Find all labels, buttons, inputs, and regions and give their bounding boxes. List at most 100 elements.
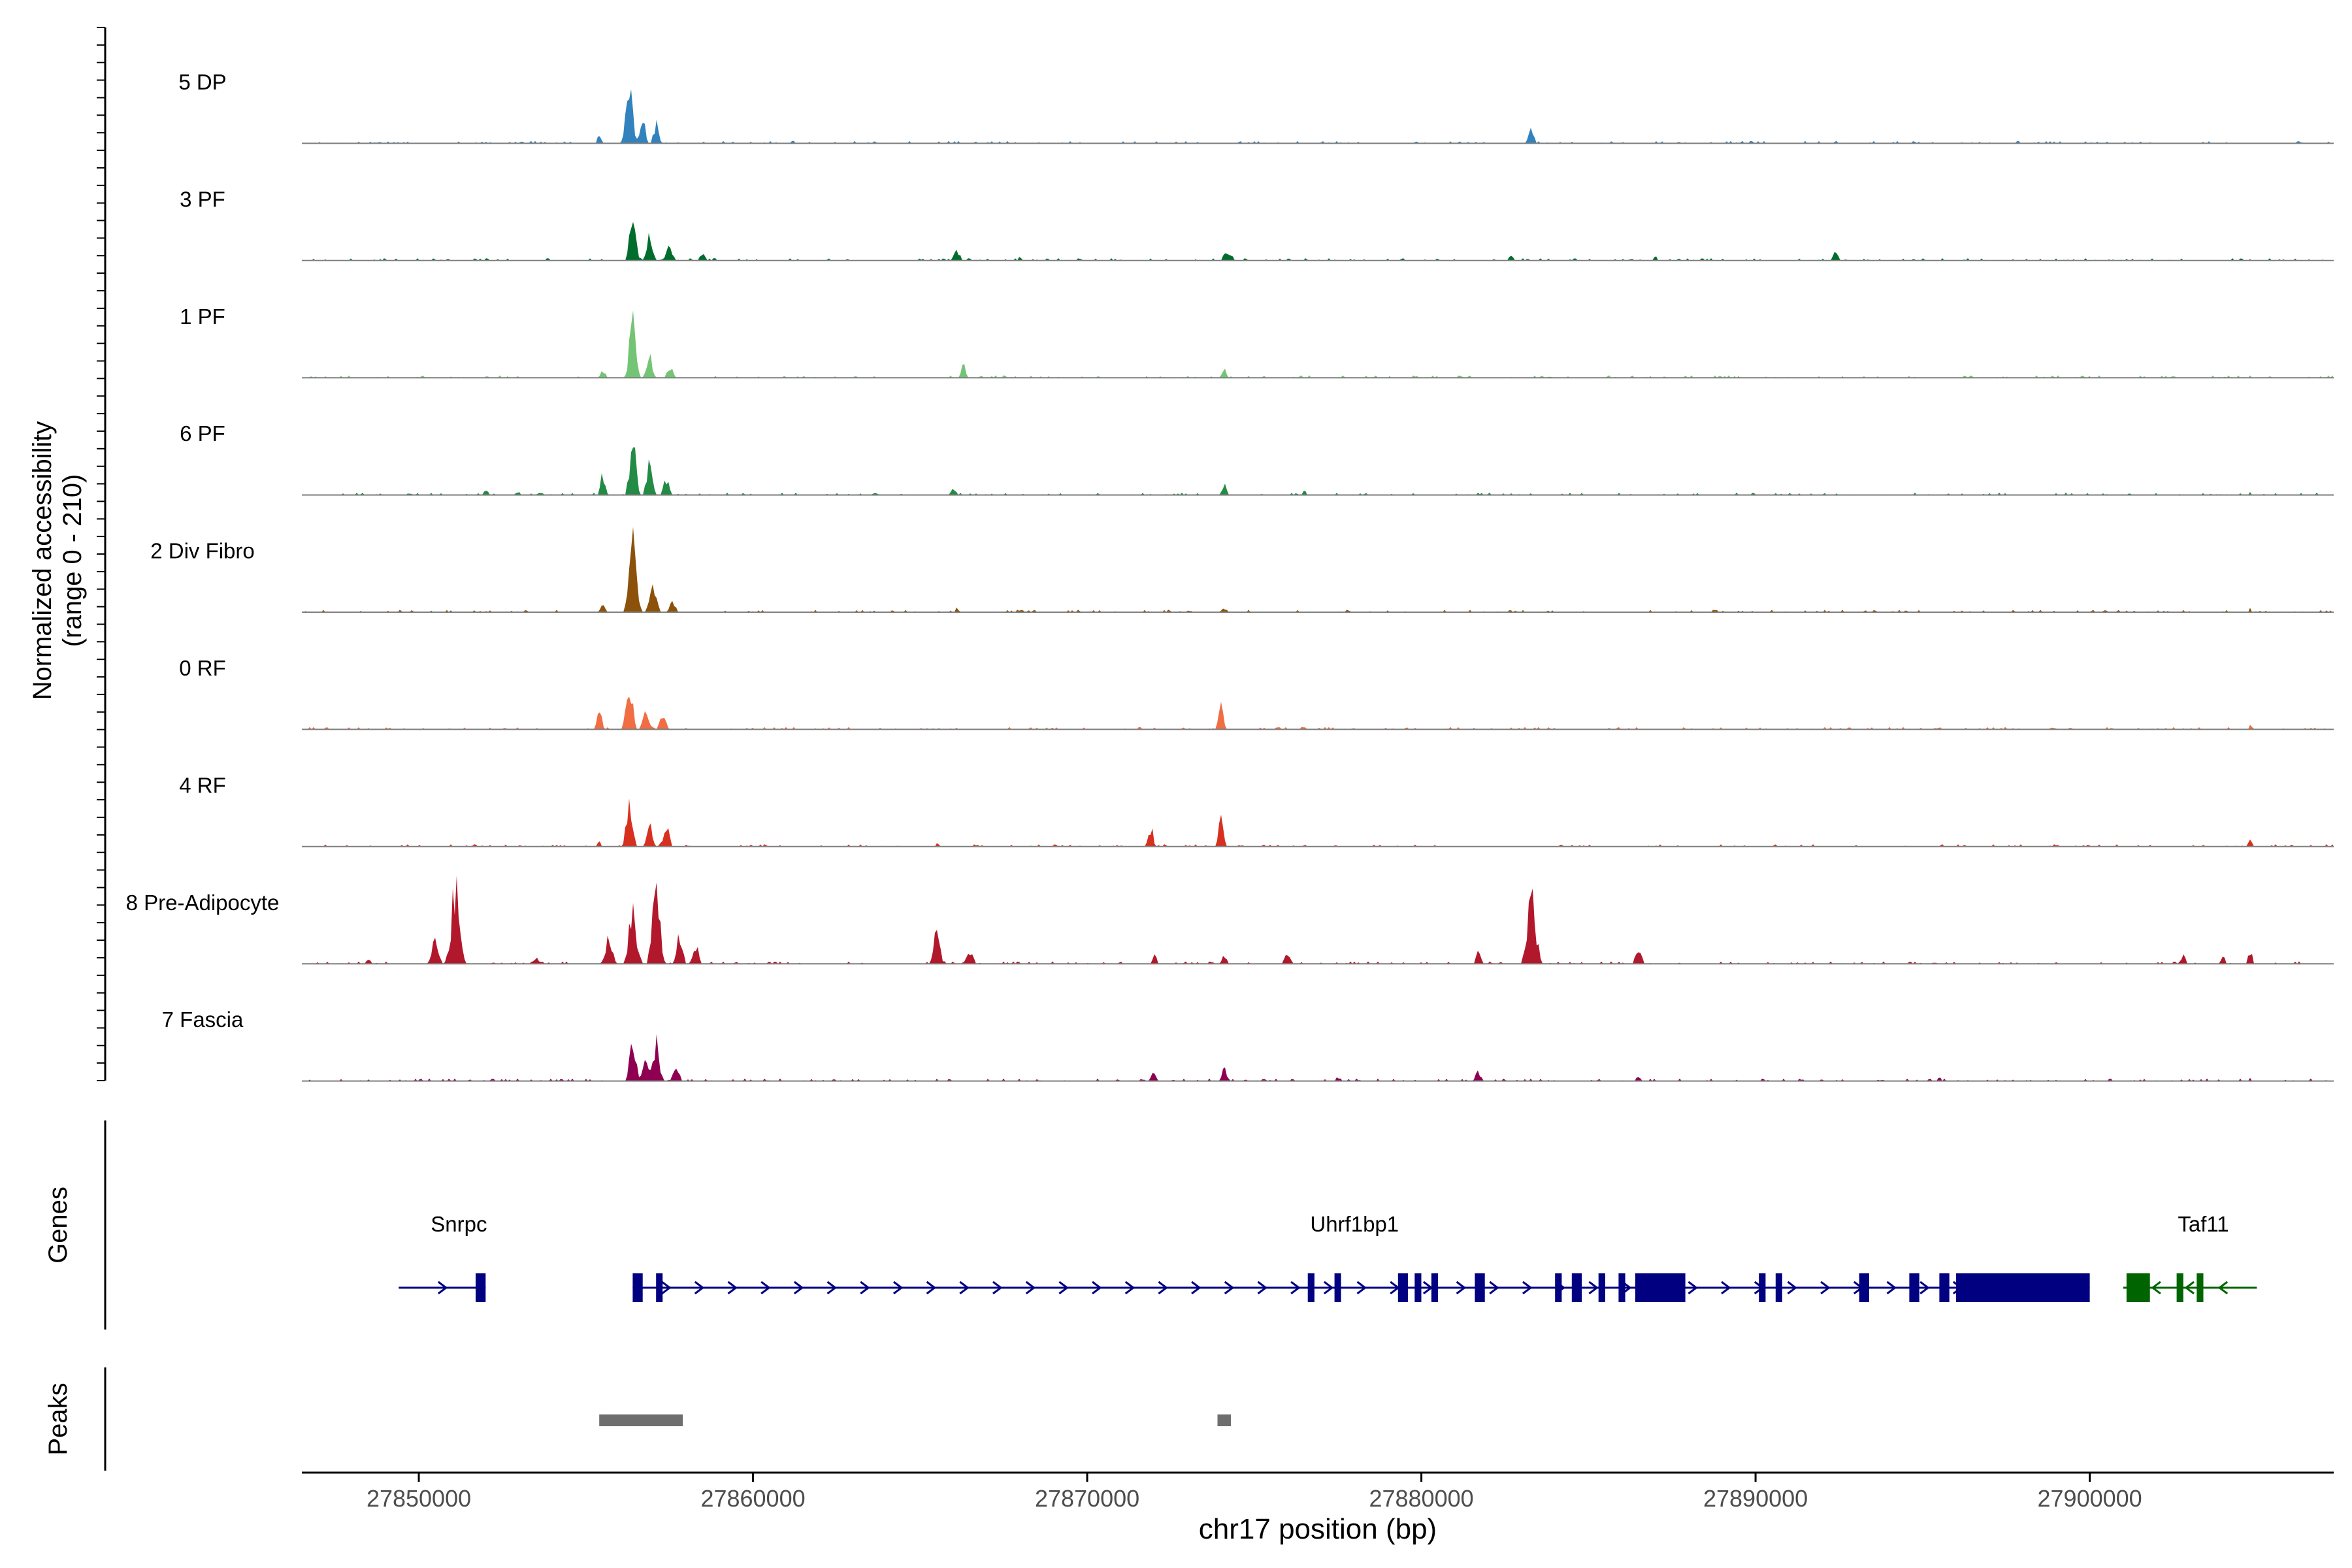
strand-arrow bbox=[860, 1281, 870, 1295]
strand-arrow bbox=[2184, 1281, 2195, 1295]
strand-arrow bbox=[1489, 1281, 1499, 1295]
gene-exon bbox=[476, 1273, 486, 1302]
gene-uhrf1bp1: Uhrf1bp1 bbox=[632, 1212, 2090, 1302]
gene-exon bbox=[1397, 1273, 1409, 1302]
strand-arrow bbox=[1058, 1281, 1069, 1295]
strand-arrow bbox=[1290, 1281, 1301, 1295]
strand-arrow bbox=[793, 1281, 804, 1295]
strand-arrow bbox=[1323, 1281, 1334, 1295]
gene-exon bbox=[1414, 1273, 1422, 1302]
gene-exon bbox=[1775, 1273, 1782, 1302]
x-axis-tick-label: 27850000 bbox=[367, 1485, 471, 1512]
coverage-area bbox=[302, 447, 2334, 495]
track-4-rf: 4 RF bbox=[179, 773, 2334, 847]
strand-arrow bbox=[959, 1281, 970, 1295]
strand-arrow bbox=[1092, 1281, 1102, 1295]
gene-exon bbox=[1759, 1273, 1766, 1302]
coverage-tracks: 5 DP 3 PF 1 PF 6 PF 2 Div Fibro 0 RF 4 RF 8 Pre… bbox=[126, 70, 2334, 1082]
strand-arrow bbox=[661, 1281, 672, 1295]
strand-arrow bbox=[2217, 1281, 2229, 1295]
gene-annotation-track: Snrpc Uhrf1bp1 Taf11 bbox=[399, 1212, 2257, 1302]
strand-arrow bbox=[1025, 1281, 1036, 1295]
x-axis-tick-label: 27900000 bbox=[2038, 1485, 2142, 1512]
track-label: 7 Fascia bbox=[162, 1007, 244, 1032]
gene-exon bbox=[1956, 1273, 2090, 1302]
gene-label: Taf11 bbox=[2178, 1212, 2229, 1236]
track-label: 8 Pre-Adipocyte bbox=[126, 890, 280, 915]
strand-arrow bbox=[992, 1281, 1003, 1295]
track-6-pf: 6 PF bbox=[180, 421, 2334, 496]
y-axis-label-line2: (range 0 - 210) bbox=[58, 474, 87, 647]
coverage-area bbox=[302, 89, 2334, 144]
strand-arrow bbox=[892, 1281, 904, 1295]
y-axis bbox=[97, 27, 106, 1081]
gene-exon bbox=[2126, 1273, 2150, 1302]
track-0-rf: 0 RF bbox=[179, 656, 2334, 730]
strand-arrow bbox=[1257, 1281, 1267, 1295]
track-5-dp: 5 DP bbox=[178, 70, 2334, 144]
gene-taf11: Taf11 bbox=[2123, 1212, 2257, 1302]
strand-arrow bbox=[1124, 1281, 1135, 1295]
x-axis-tick-label: 27890000 bbox=[1703, 1485, 1808, 1512]
strand-arrow bbox=[1522, 1281, 1533, 1295]
peak-region bbox=[1217, 1414, 1231, 1426]
track-1-pf: 1 PF bbox=[180, 304, 2334, 379]
gene-exon bbox=[1555, 1273, 1562, 1302]
track-label: 1 PF bbox=[180, 304, 225, 329]
x-axis-tick-label: 27870000 bbox=[1035, 1485, 1139, 1512]
coverage-area bbox=[302, 310, 2334, 378]
gene-exon bbox=[2197, 1273, 2204, 1302]
coverage-area bbox=[302, 221, 2334, 261]
coverage-area bbox=[302, 527, 2334, 612]
track-label: 3 PF bbox=[180, 187, 225, 211]
strand-arrow bbox=[694, 1281, 705, 1295]
strand-arrow bbox=[1191, 1281, 1201, 1295]
strand-arrow bbox=[1721, 1281, 1731, 1295]
gene-exon bbox=[1635, 1273, 1686, 1302]
gene-exon bbox=[632, 1273, 643, 1302]
x-axis: 27850000 27860000 27870000 27880000 27890000… bbox=[367, 1473, 2142, 1512]
coverage-area bbox=[302, 696, 2334, 730]
x-axis-tick-label: 27880000 bbox=[1369, 1485, 1473, 1512]
strand-arrow bbox=[1787, 1281, 1797, 1295]
strand-arrow bbox=[727, 1281, 738, 1295]
gene-label: Uhrf1bp1 bbox=[1310, 1212, 1399, 1236]
peaks-panel-label: Peaks bbox=[44, 1382, 73, 1455]
strand-arrow bbox=[1224, 1281, 1235, 1295]
gene-exon bbox=[1307, 1273, 1315, 1302]
coverage-area bbox=[302, 875, 2334, 964]
genes-panel-label: Genes bbox=[44, 1186, 73, 1264]
strand-arrow bbox=[437, 1281, 448, 1295]
coverage-area bbox=[302, 798, 2334, 847]
gene-label: Snrpc bbox=[431, 1212, 487, 1236]
strand-arrow bbox=[760, 1281, 771, 1295]
strand-arrow bbox=[826, 1281, 838, 1295]
track-7-fascia: 7 Fascia bbox=[162, 1007, 2334, 1082]
track-label: 6 PF bbox=[180, 421, 225, 446]
strand-arrow bbox=[1886, 1281, 1897, 1295]
gene-exon bbox=[1859, 1273, 1869, 1302]
strand-arrow bbox=[1158, 1281, 1168, 1295]
gene-exon bbox=[1431, 1273, 1439, 1302]
strand-arrow bbox=[1820, 1281, 1831, 1295]
gene-exon bbox=[1571, 1273, 1582, 1302]
strand-arrow bbox=[1588, 1281, 1599, 1295]
gene-exon bbox=[2176, 1273, 2183, 1302]
y-axis-label-line1: Normalized accessibility bbox=[28, 421, 57, 700]
strand-arrow bbox=[1422, 1281, 1433, 1295]
track-label: 0 RF bbox=[179, 656, 226, 680]
strand-arrow bbox=[1456, 1281, 1467, 1295]
strand-arrow bbox=[1688, 1281, 1698, 1295]
strand-arrow bbox=[926, 1281, 937, 1295]
track-3-pf: 3 PF bbox=[180, 187, 2334, 261]
track-2-div-fibro: 2 Div Fibro bbox=[150, 527, 2334, 613]
track-8-pre-adipocyte: 8 Pre-Adipocyte bbox=[126, 875, 2334, 965]
track-label: 5 DP bbox=[178, 70, 226, 94]
gene-exon bbox=[1334, 1273, 1341, 1302]
track-label: 4 RF bbox=[179, 773, 226, 797]
gene-exon bbox=[1618, 1273, 1625, 1302]
gene-exon bbox=[1909, 1273, 1919, 1302]
peaks-track bbox=[599, 1414, 1231, 1426]
peak-region bbox=[599, 1414, 683, 1426]
